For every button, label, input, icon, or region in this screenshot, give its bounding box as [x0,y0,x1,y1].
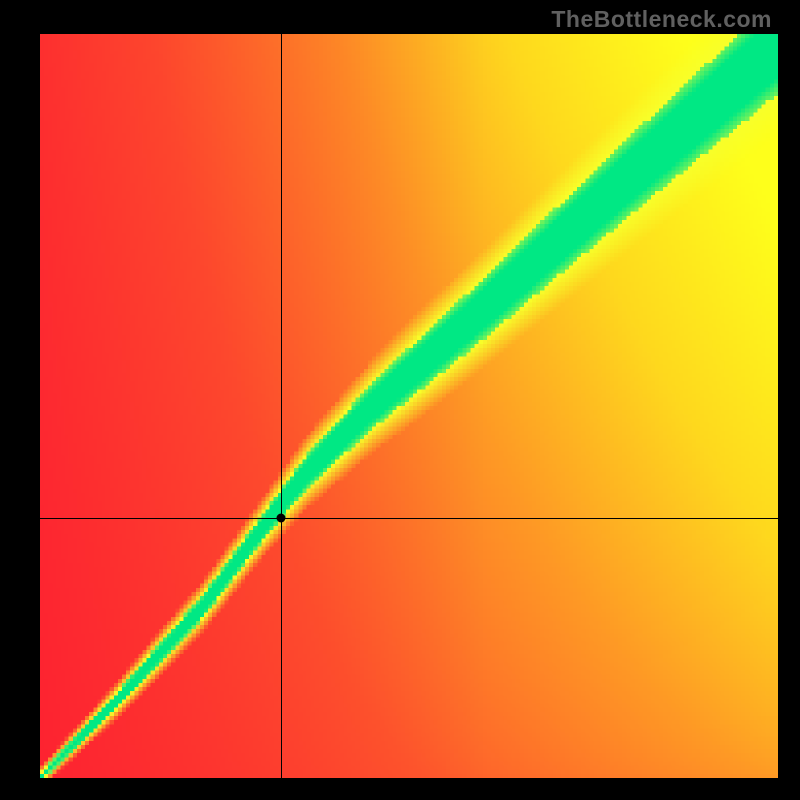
crosshair-marker [276,513,285,522]
heatmap-plot-area [40,34,778,778]
crosshair-horizontal [40,518,778,519]
heatmap-canvas [40,34,778,778]
crosshair-vertical [281,34,282,778]
watermark-text: TheBottleneck.com [551,6,772,33]
